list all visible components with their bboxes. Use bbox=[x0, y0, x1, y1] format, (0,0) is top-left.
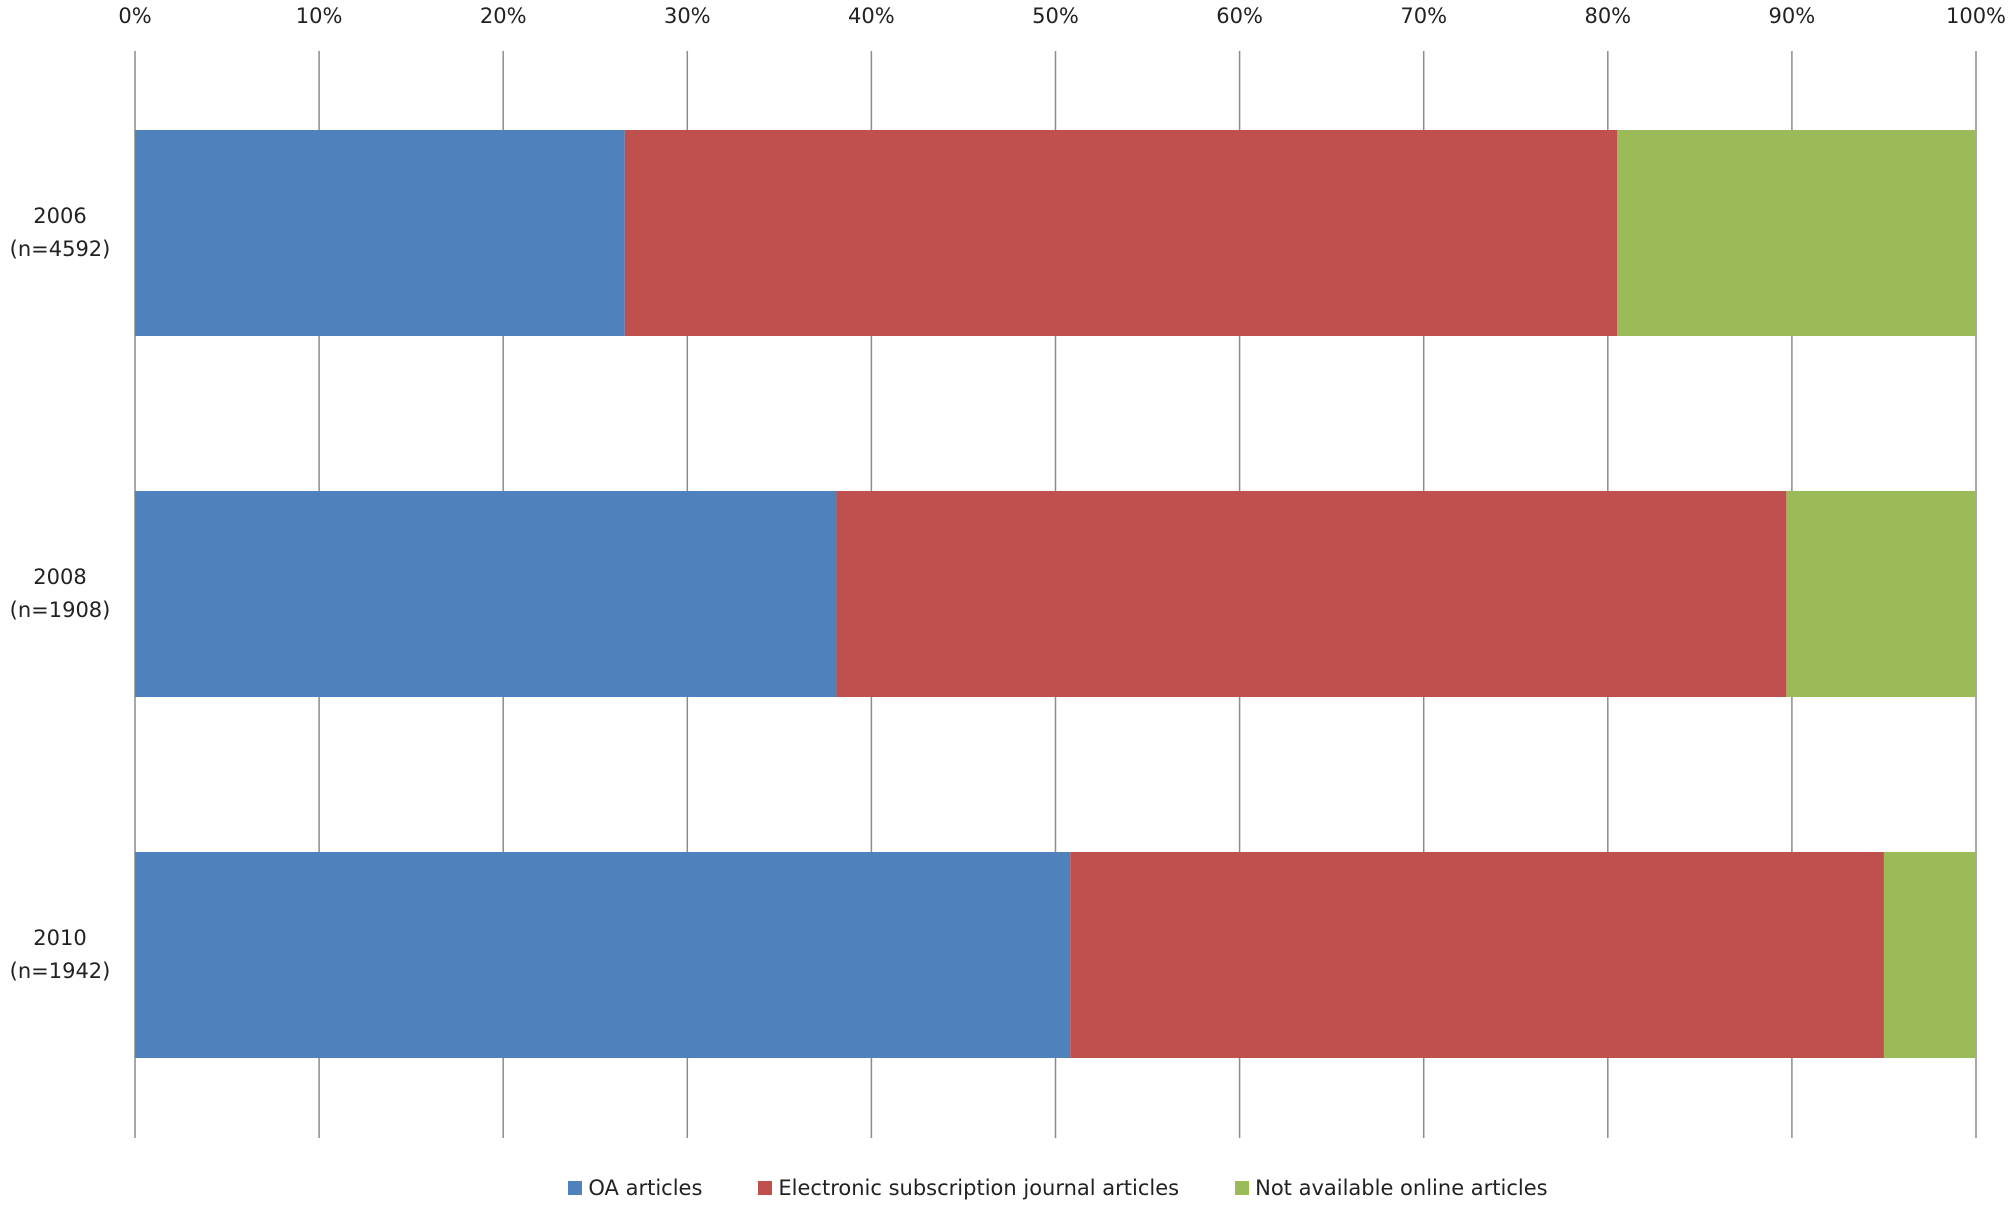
bar-segment bbox=[1617, 130, 1976, 336]
x-tick-label: 20% bbox=[480, 4, 527, 28]
legend-swatch bbox=[758, 1181, 773, 1195]
x-tick-label: 100% bbox=[1946, 4, 2006, 28]
bar-segment bbox=[1786, 491, 1976, 697]
legend-swatch bbox=[1235, 1181, 1250, 1195]
legend-swatch bbox=[568, 1181, 583, 1195]
bar-segment bbox=[135, 130, 625, 336]
legend-item: Electronic subscription journal articles bbox=[758, 1176, 1179, 1200]
legend-item: Not available online articles bbox=[1235, 1176, 1548, 1200]
x-tick-label: 80% bbox=[1584, 4, 1631, 28]
bar-segment bbox=[836, 491, 1787, 697]
bar-segment bbox=[135, 852, 1071, 1058]
bar-segment bbox=[135, 491, 837, 697]
legend-label: OA articles bbox=[588, 1176, 703, 1200]
y-tick-label: 2006 (n=4592) bbox=[9, 204, 111, 261]
legend: OA articles Electronic subscription journ… bbox=[0, 1176, 2016, 1200]
bar-segment bbox=[624, 130, 1618, 336]
legend-label: Not available online articles bbox=[1255, 1176, 1548, 1200]
bar-segment bbox=[1070, 852, 1884, 1058]
x-tick-label: 90% bbox=[1769, 4, 1816, 28]
plot: 0% 10% 20% 30% 40% 50% 60% 70% 80% 90% 100% bbox=[118, 4, 2006, 1138]
x-tick-label: 0% bbox=[118, 4, 151, 28]
bar-segment bbox=[1883, 852, 1976, 1058]
x-tick-label: 60% bbox=[1216, 4, 1263, 28]
x-tick-label: 50% bbox=[1032, 4, 1079, 28]
legend-item: OA articles bbox=[568, 1176, 702, 1200]
y-tick-label: 2008 (n=1908) bbox=[9, 565, 111, 622]
x-tick-label: 30% bbox=[664, 4, 711, 28]
x-tick-label: 70% bbox=[1400, 4, 1447, 28]
legend-label: Electronic subscription journal articles bbox=[778, 1176, 1180, 1200]
x-tick-label: 10% bbox=[296, 4, 343, 28]
y-tick-label: 2010 (n=1942) bbox=[9, 926, 111, 983]
x-tick-label: 40% bbox=[848, 4, 895, 28]
